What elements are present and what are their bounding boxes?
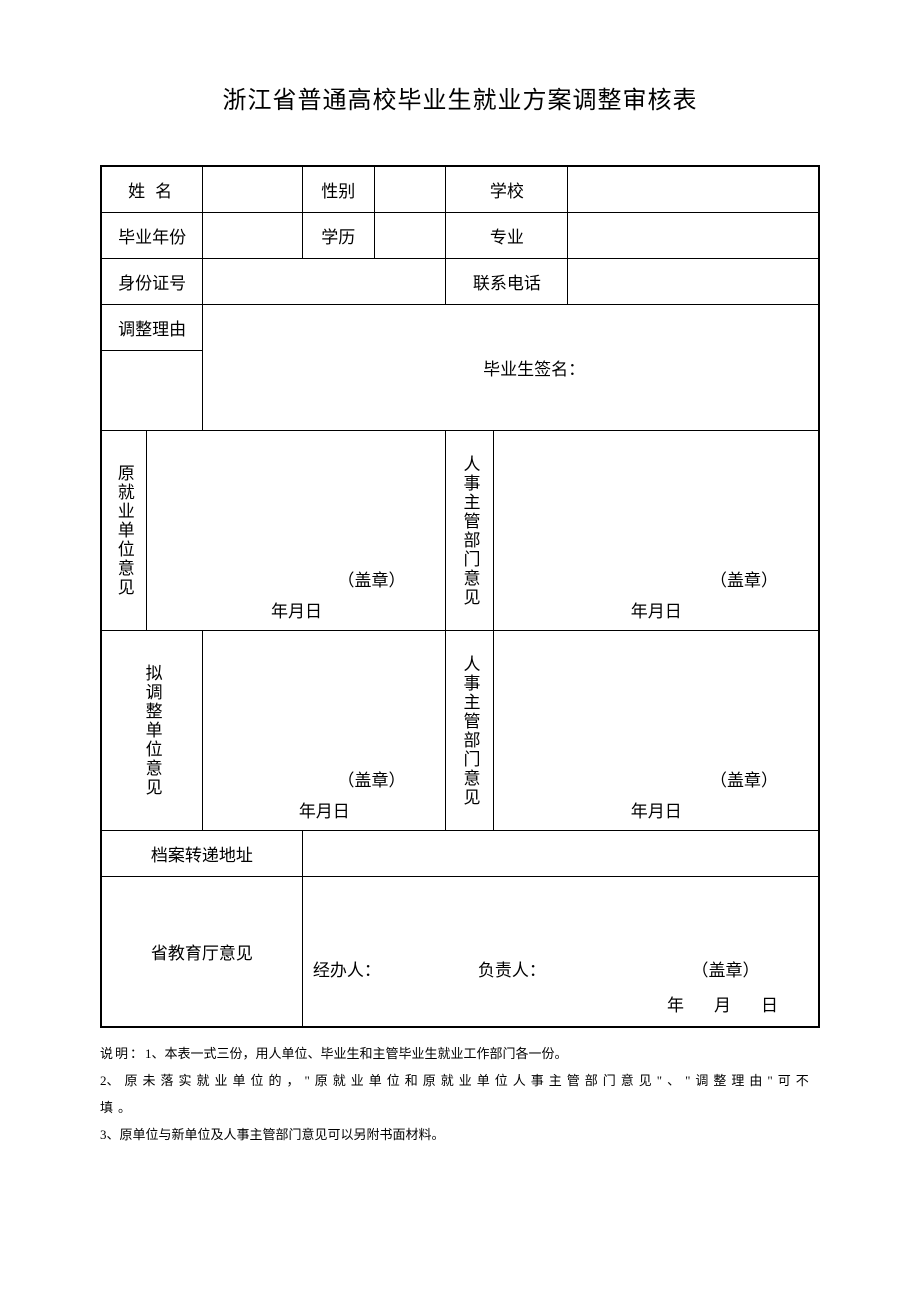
note-1-num: 1、 xyxy=(145,1046,165,1061)
stamp-text: （盖章） xyxy=(494,566,818,591)
note-3-num: 3、 xyxy=(100,1127,120,1142)
hr-dept-label-1: 人事主管部门意见 xyxy=(446,431,494,631)
stamp-text: （盖章） xyxy=(643,956,808,981)
phone-value xyxy=(568,259,819,305)
hr-dept-content-1: （盖章） 年月日 xyxy=(494,431,819,631)
stamp-text: （盖章） xyxy=(494,766,818,791)
school-label: 学校 xyxy=(446,166,568,213)
signature-label: 毕业生签名： xyxy=(203,355,818,380)
date-text: 年月日 xyxy=(203,797,445,822)
id-label: 身份证号 xyxy=(101,259,203,305)
notes-prefix: 说明： xyxy=(100,1046,145,1061)
reason-label-ext xyxy=(101,351,203,431)
responsible-label: 负责人： xyxy=(478,956,643,981)
gender-value xyxy=(374,166,446,213)
name-value xyxy=(203,166,303,213)
edu-value xyxy=(374,213,446,259)
edu-dept-content: 经办人： 负责人： （盖章） 年月日 xyxy=(302,877,819,1027)
hr-dept-content-2: （盖章） 年月日 xyxy=(494,631,819,831)
date-text: 年月日 xyxy=(147,597,445,622)
gender-label: 性别 xyxy=(302,166,374,213)
school-value xyxy=(568,166,819,213)
gradyear-label: 毕业年份 xyxy=(101,213,203,259)
edu-label: 学历 xyxy=(302,213,374,259)
gradyear-value xyxy=(203,213,303,259)
name-label: 姓名 xyxy=(101,166,203,213)
archive-value xyxy=(302,831,819,877)
date-text: 年月日 xyxy=(494,597,818,622)
notes-section: 说明：1、本表一式三份，用人单位、毕业生和主管毕业生就业工作部门各一份。 2、原… xyxy=(100,1040,820,1149)
new-unit-label: 拟调整单位意见 xyxy=(101,631,203,831)
archive-label: 档案转递地址 xyxy=(101,831,302,877)
form-title: 浙江省普通高校毕业生就业方案调整审核表 xyxy=(100,80,820,115)
date-text: 年月日 xyxy=(494,797,818,822)
reason-value: 毕业生签名： xyxy=(203,305,819,431)
main-table: 姓名 性别 学校 毕业年份 学历 专业 身份证号 联系电话 调整理由 毕业生签名… xyxy=(100,165,820,1028)
stamp-text: （盖章） xyxy=(203,766,445,791)
original-unit-label: 原就业单位意见 xyxy=(101,431,147,631)
new-unit-content: （盖章） 年月日 xyxy=(203,631,446,831)
reason-label: 调整理由 xyxy=(101,305,203,351)
major-label: 专业 xyxy=(446,213,568,259)
note-3: 原单位与新单位及人事主管部门意见可以另附书面材料。 xyxy=(120,1127,445,1142)
id-value xyxy=(203,259,446,305)
handler-label: 经办人： xyxy=(313,956,478,981)
edu-date: 年月日 xyxy=(303,991,818,1026)
major-value xyxy=(568,213,819,259)
edu-dept-label: 省教育厅意见 xyxy=(101,877,302,1027)
phone-label: 联系电话 xyxy=(446,259,568,305)
note-2: 、原未落实就业单位的，"原就业单位和原就业单位人事主管部门意见"、"调整理由"可… xyxy=(100,1073,814,1115)
original-unit-content: （盖章） 年月日 xyxy=(147,431,446,631)
note-1: 本表一式三份，用人单位、毕业生和主管毕业生就业工作部门各一份。 xyxy=(165,1046,568,1061)
hr-dept-label-2: 人事主管部门意见 xyxy=(446,631,494,831)
stamp-text: （盖章） xyxy=(147,566,445,591)
